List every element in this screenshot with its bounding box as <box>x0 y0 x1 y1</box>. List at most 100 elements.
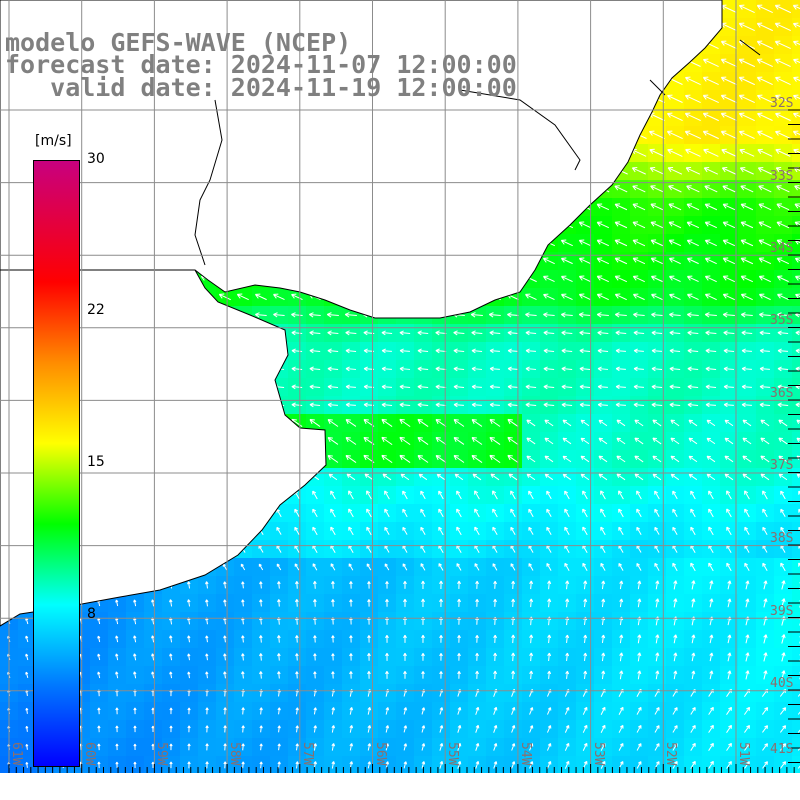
wind-arrow <box>655 670 660 680</box>
wind-arrow <box>634 419 644 427</box>
wind-arrow <box>562 437 572 445</box>
wind-arrow <box>435 455 447 463</box>
wind-arrow <box>366 563 372 571</box>
wind-arrow <box>543 384 555 390</box>
wind-arrow <box>295 653 299 661</box>
colorbar-tick: 15 <box>87 454 105 470</box>
wind-arrow <box>780 743 787 751</box>
wind-arrow <box>511 743 516 751</box>
wind-arrow <box>529 652 534 662</box>
wind-arrow <box>726 706 732 715</box>
wind-arrow <box>291 402 303 408</box>
wind-arrow <box>636 725 642 733</box>
wind-arrow <box>367 743 372 751</box>
wind-arrow <box>797 711 800 715</box>
wind-arrow <box>169 635 173 643</box>
wind-cell <box>792 558 800 576</box>
wind-arrow <box>507 330 519 336</box>
wind-arrow <box>762 562 768 572</box>
wind-arrow <box>778 419 788 427</box>
wind-arrow <box>651 348 662 354</box>
wind-arrow <box>672 725 678 733</box>
wind-arrow <box>741 348 752 354</box>
wind-arrow <box>205 743 209 751</box>
wind-arrow <box>779 761 787 769</box>
wind-arrow <box>780 562 786 572</box>
wind-arrow <box>205 707 209 715</box>
wind-arrow <box>453 348 465 354</box>
longitude-label: 55W <box>445 742 461 766</box>
wind-arrow <box>758 257 772 265</box>
wind-arrow <box>672 743 678 751</box>
wind-arrow <box>739 148 755 157</box>
wind-cell <box>792 414 800 432</box>
wind-arrow <box>705 330 717 336</box>
wind-arrow <box>724 455 734 463</box>
wind-cell <box>792 180 800 198</box>
wind-arrow <box>453 437 465 445</box>
wind-arrow <box>792 22 800 28</box>
wind-arrow <box>526 455 536 463</box>
wind-arrow <box>759 348 770 354</box>
wind-arrow <box>758 293 771 301</box>
wind-arrow <box>403 670 407 679</box>
wind-arrow <box>313 725 317 733</box>
wind-arrow <box>259 725 263 733</box>
wind-arrow <box>578 293 591 301</box>
wind-arrow <box>562 419 572 427</box>
wind-arrow <box>345 402 356 408</box>
wind-arrow <box>668 221 682 229</box>
wind-arrow <box>544 437 554 445</box>
wind-arrow <box>133 743 137 751</box>
wind-arrow <box>686 185 700 193</box>
wind-arrow <box>115 635 119 643</box>
wind-arrow <box>384 508 390 518</box>
wind-cell <box>792 630 800 648</box>
wind-arrow <box>776 185 790 193</box>
wind-arrow <box>686 312 699 318</box>
wind-arrow <box>313 635 317 643</box>
wind-arrow <box>632 275 645 283</box>
wind-arrow <box>417 330 429 336</box>
wind-arrow <box>187 635 191 643</box>
wind-arrow <box>565 670 570 679</box>
wind-arrow <box>632 293 645 301</box>
wind-arrow <box>241 761 245 769</box>
wind-arrow <box>381 366 392 372</box>
wind-arrow <box>421 598 425 607</box>
wind-arrow <box>399 454 411 463</box>
wind-arrow <box>597 402 608 408</box>
wind-arrow <box>688 455 698 463</box>
wind-arrow <box>614 275 628 283</box>
wind-arrow <box>792 4 800 10</box>
wind-arrow <box>794 185 800 191</box>
wind-arrow <box>756 40 773 50</box>
wind-arrow <box>583 580 588 590</box>
wind-arrow <box>561 330 573 336</box>
wind-arrow <box>367 653 371 661</box>
wind-arrow <box>453 455 465 463</box>
wind-arrow <box>774 58 791 68</box>
wind-arrow <box>291 312 303 318</box>
wind-arrow <box>273 293 285 301</box>
wind-arrow <box>654 508 660 518</box>
wind-arrow <box>439 634 443 643</box>
wind-arrow <box>309 366 321 372</box>
wind-arrow <box>560 312 573 318</box>
wind-arrow <box>600 526 606 536</box>
wind-arrow <box>702 58 719 67</box>
wind-arrow <box>511 580 516 589</box>
wind-arrow <box>187 761 191 769</box>
wind-arrow <box>97 671 101 679</box>
wind-arrow <box>259 581 263 589</box>
wind-arrow <box>618 724 624 733</box>
wind-arrow <box>793 40 800 46</box>
wind-arrow <box>598 455 608 463</box>
wind-arrow <box>651 330 663 336</box>
wind-arrow <box>781 580 786 590</box>
wind-arrow <box>385 634 389 643</box>
longitude-label: 54W <box>517 742 533 766</box>
wind-arrow <box>708 742 714 751</box>
wind-arrow <box>367 599 371 607</box>
colorbar <box>33 160 80 767</box>
